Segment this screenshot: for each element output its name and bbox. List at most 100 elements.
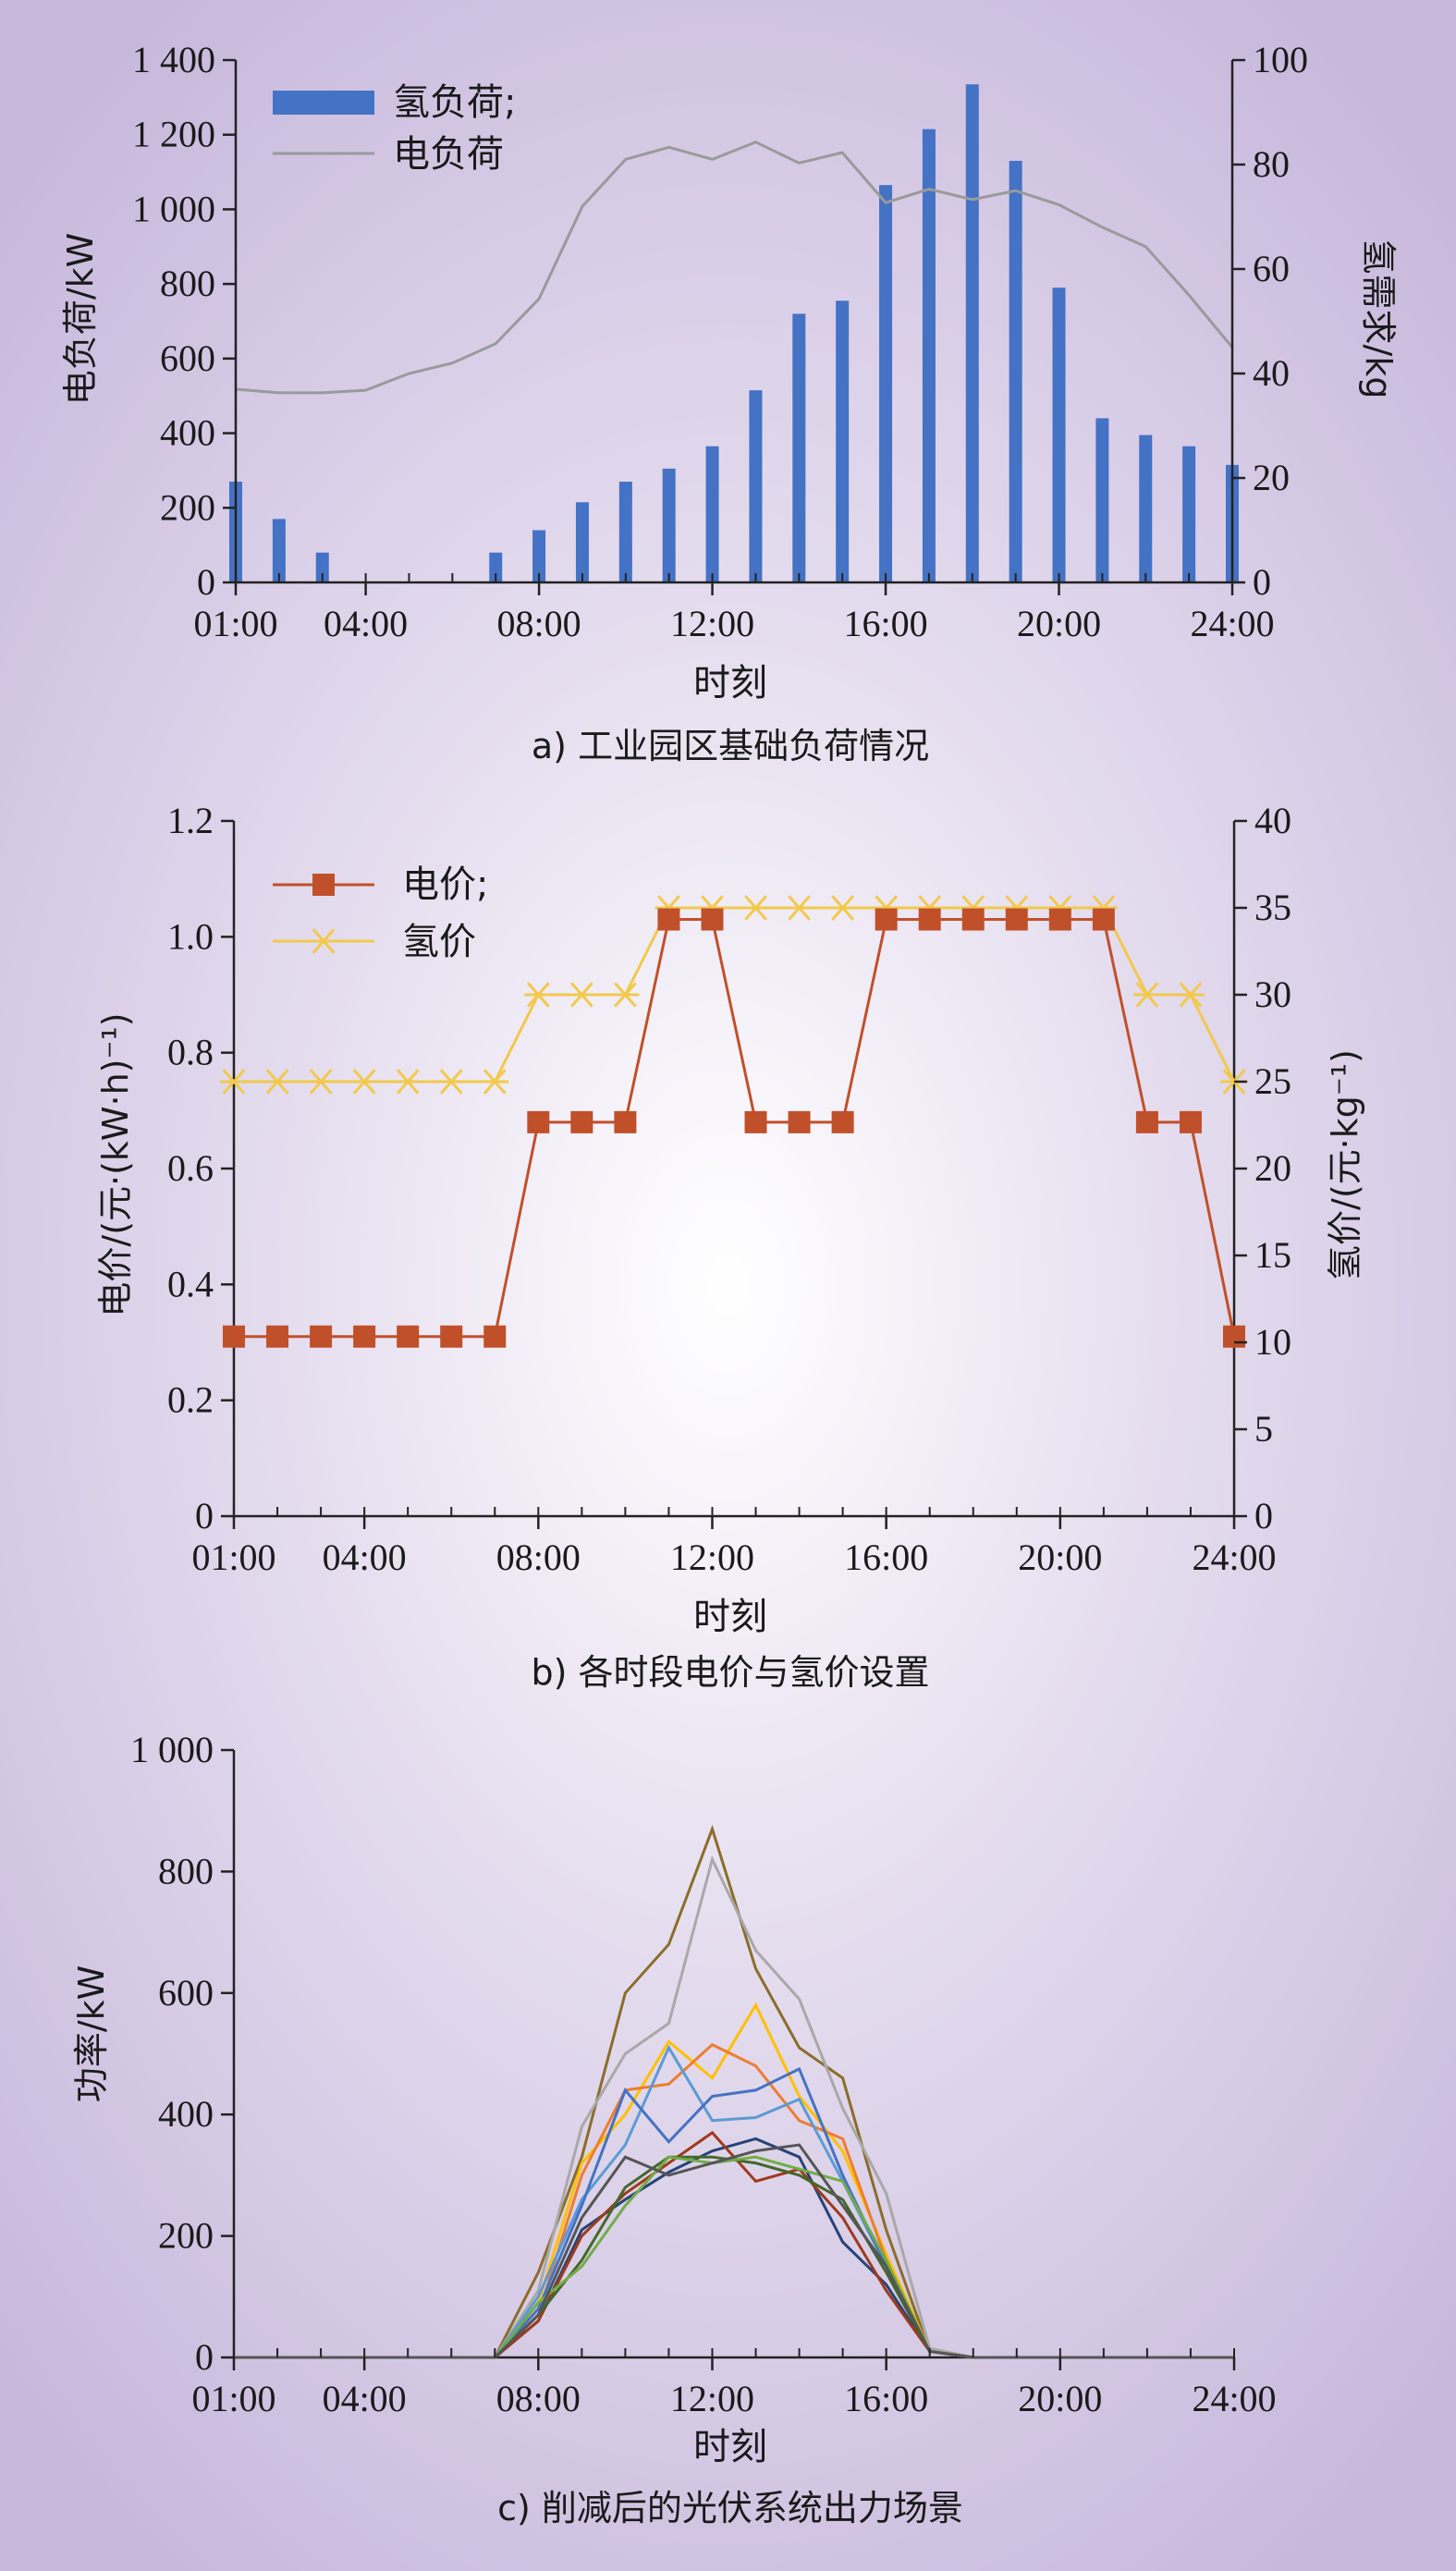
a-ylabel-right: 氢需求/kg	[1358, 239, 1399, 399]
b-y-right-tick-label: 30	[1254, 973, 1291, 1015]
a-legend-bar-swatch	[273, 91, 374, 115]
a-y-right-tick-label: 40	[1253, 352, 1290, 394]
hydrogen-load-bar	[792, 313, 806, 582]
hydrogen-load-bar	[836, 300, 850, 582]
c-y-tick-label: 0	[195, 2336, 214, 2378]
c-x-tick-label: 08:00	[496, 2378, 581, 2419]
a-y-left-tick-label: 400	[160, 412, 215, 454]
pv-scenario-line	[234, 2002, 1234, 2359]
electricity-price-point	[1005, 908, 1028, 931]
b-x-tick-label: 20:00	[1018, 1536, 1102, 1578]
b-y-left-tick-label: 0.8	[167, 1032, 214, 1073]
c-x-tick-label: 01:00	[191, 2378, 275, 2419]
electricity-price-point	[614, 1110, 637, 1133]
hydrogen-price-point	[263, 1069, 292, 1095]
a-y-right-tick-label: 0	[1253, 561, 1271, 603]
b-y-right-tick-label: 40	[1254, 800, 1291, 841]
electricity-price-point	[1092, 908, 1115, 931]
hydrogen-price-point	[524, 982, 553, 1008]
electricity-price-point	[1135, 1110, 1158, 1133]
a-x-tick-label: 04:00	[324, 603, 408, 644]
a-y-right-tick-label: 100	[1253, 39, 1308, 80]
electricity-price-point	[223, 1325, 245, 1348]
c-xlabel: 时刻	[693, 2426, 767, 2468]
hydrogen-load-bar	[272, 519, 286, 582]
a-legend: 氢负荷; 电负荷	[273, 81, 516, 176]
a-x-tick-label: 16:00	[843, 603, 927, 644]
hydrogen-load-bar	[575, 502, 589, 582]
hydrogen-price-point	[437, 1069, 466, 1095]
electric-load-line	[235, 141, 1234, 395]
b-legend-h2-asterisk	[310, 928, 337, 954]
c-x-tick-label: 24:00	[1192, 2378, 1276, 2419]
b-xlabel: 时刻	[693, 1596, 767, 1638]
c-caption: c) 削减后的光伏系统出力场景	[497, 2488, 963, 2528]
b-ylabel-left: 电价/(元·(kW·h)⁻¹)	[95, 1012, 136, 1316]
electricity-price-point	[875, 908, 898, 931]
electricity-price-point	[570, 1110, 593, 1133]
b-y-left-tick-label: 0.4	[167, 1263, 214, 1304]
electricity-price-point	[1048, 908, 1071, 931]
a-xlabel: 时刻	[693, 662, 767, 704]
b-ylabel-right: 氢价/(元·kg⁻¹)	[1325, 1049, 1365, 1280]
electricity-price-point	[961, 908, 985, 931]
b-legend-el-marker	[312, 874, 335, 896]
pv-scenario-line	[234, 1855, 1234, 2359]
hydrogen-price-point	[1132, 982, 1161, 1008]
hydrogen-load-bar	[618, 482, 632, 582]
a-y-left-tick-label: 1 400	[132, 39, 215, 80]
hydrogen-load-bar	[965, 84, 979, 583]
hydrogen-load-bars	[229, 84, 1239, 583]
b-x-tick-label: 08:00	[496, 1536, 581, 1578]
a-x-tick-label: 20:00	[1017, 603, 1101, 644]
a-ylabel-left: 电负荷/kW	[60, 233, 101, 405]
hydrogen-price-point	[394, 1069, 422, 1095]
panel-c: 0 200 400 600 800 1 000 01:00 04:00 08:00 12:00 1…	[71, 1729, 1277, 2528]
hydrogen-load-bar	[662, 468, 676, 582]
electricity-price-markers	[223, 908, 1245, 1348]
c-ylabel: 功率/kW	[71, 1965, 112, 2102]
b-caption: b) 各时段电价与氢价设置	[531, 1652, 929, 1693]
b-y-right-tick-label: 0	[1254, 1495, 1273, 1536]
a-y-left-tick-label: 600	[160, 337, 215, 379]
b-legend-h2-label: 氢价	[402, 921, 476, 963]
pv-scenario-line	[234, 2130, 1234, 2359]
a-y-left-tick-label: 0	[197, 561, 215, 603]
electricity-price-point	[918, 908, 941, 931]
hydrogen-load-bar	[1095, 418, 1109, 582]
b-y-right-tick-label: 15	[1254, 1234, 1291, 1276]
hydrogen-load-bar	[705, 446, 719, 582]
b-x-tick-label: 24:00	[1192, 1536, 1276, 1578]
b-y-left-tick-label: 1.0	[167, 915, 214, 957]
a-y-left-tick-label: 1 000	[132, 188, 215, 229]
electricity-price-point	[1223, 1325, 1245, 1348]
hydrogen-load-bar	[1052, 288, 1066, 582]
hydrogen-load-bar	[1182, 446, 1196, 582]
pv-scenario-line	[234, 2066, 1234, 2359]
electricity-price-point	[831, 1110, 854, 1133]
a-x-tick-label: 08:00	[497, 603, 581, 644]
hydrogen-price-point	[481, 1069, 509, 1095]
a-y-left-tick-label: 200	[160, 486, 215, 528]
b-x-tick-label: 04:00	[323, 1536, 407, 1578]
c-y-tick-label: 1 000	[130, 1729, 214, 1770]
hydrogen-load-bar	[922, 129, 936, 583]
a-x-tick-label: 24:00	[1190, 603, 1274, 644]
hydrogen-price-point	[785, 895, 814, 921]
hydrogen-load-bar	[315, 552, 329, 582]
pv-scenario-line	[234, 2136, 1234, 2359]
b-y-right-tick-label: 10	[1254, 1321, 1291, 1363]
a-y-left-tick-label: 800	[160, 263, 215, 304]
b-legend-h2-marker	[310, 928, 337, 954]
pv-scenario-line	[234, 2155, 1234, 2359]
hydrogen-price-point	[741, 895, 770, 921]
a-y-right-tick-label: 80	[1253, 143, 1290, 185]
a-legend-line-label: 电负荷	[393, 133, 504, 176]
electricity-price-point	[353, 1325, 376, 1348]
electricity-price-line	[234, 918, 1236, 1339]
a-x-tick-label: 12:00	[670, 603, 754, 644]
hydrogen-load-bar	[749, 390, 763, 582]
panel-b: 0 0.2 0.4 0.6 0.8 1.0 1.2 0 5 10 15 20 25 30 35 40 01:…	[95, 800, 1365, 1693]
electricity-price-point	[788, 1110, 811, 1133]
hydrogen-price-point	[1176, 982, 1205, 1008]
